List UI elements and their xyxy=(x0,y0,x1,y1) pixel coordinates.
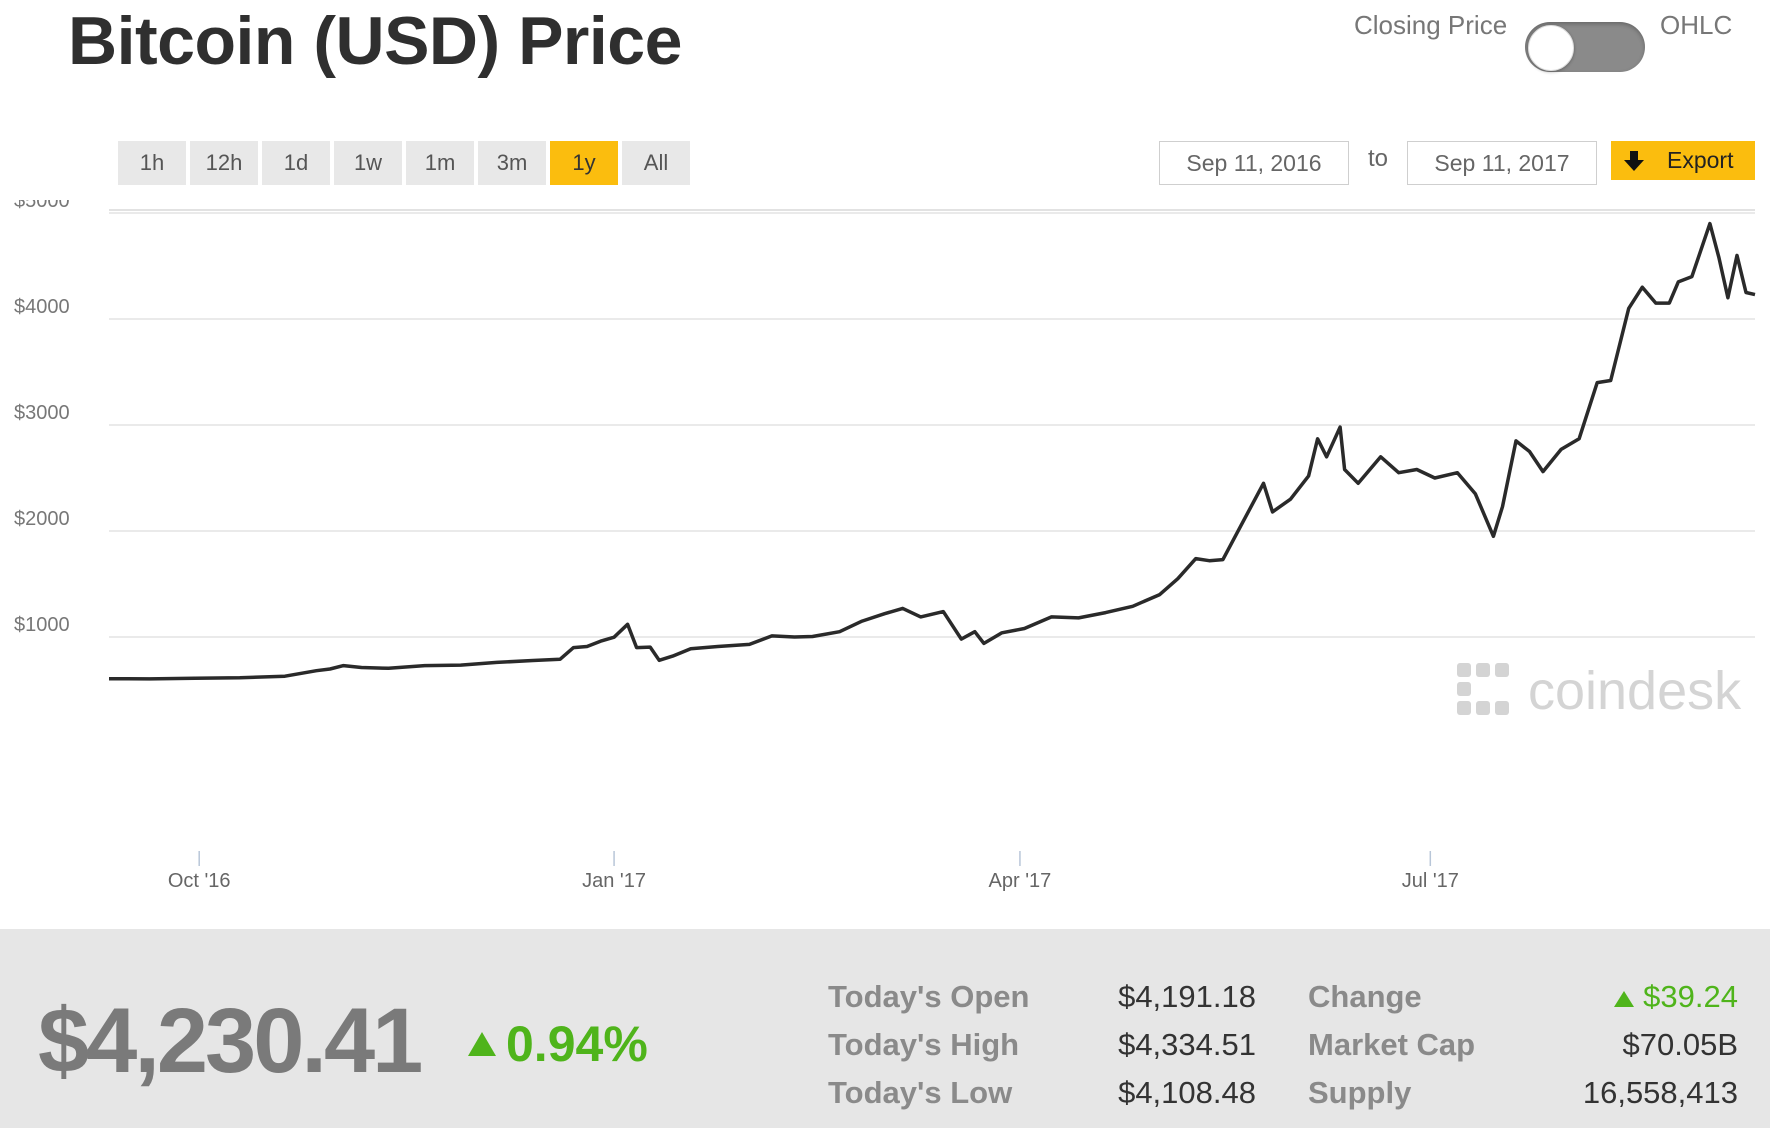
market-cap-value: $70.05B xyxy=(1622,1027,1739,1062)
ohlc-label: OHLC xyxy=(1660,10,1733,40)
range-button-3m[interactable]: 3m xyxy=(478,141,546,185)
up-triangle-icon xyxy=(468,1032,496,1056)
todays-low-label: Today's Low xyxy=(828,1075,1013,1110)
range-button-1y[interactable]: 1y xyxy=(550,141,618,185)
closing-price-label: Closing Price xyxy=(1354,10,1508,40)
change-percent-value: 0.94% xyxy=(506,1016,648,1072)
export-button[interactable]: Export xyxy=(1611,141,1755,180)
page-title: Bitcoin (USD) Price xyxy=(68,3,682,79)
x-tick-label: Oct '16 xyxy=(168,870,231,892)
coindesk-watermark: coindesk xyxy=(1457,661,1742,721)
todays-high-label: Today's High xyxy=(828,1027,1020,1062)
price-chart: $1000 $2000 $3000 $4000 $5000 Oct '16 Jan '17… xyxy=(14,200,1756,892)
supply-label: Supply xyxy=(1308,1075,1412,1110)
change-amount: $39.24 xyxy=(1643,979,1738,1014)
market-cap-label: Market Cap xyxy=(1308,1027,1476,1062)
y-tick-label: $3000 xyxy=(14,402,70,424)
download-arrow-icon xyxy=(1617,141,1651,180)
chart-mode-toggle[interactable] xyxy=(1525,22,1645,72)
export-label: Export xyxy=(1667,147,1734,173)
change-label: Change xyxy=(1308,979,1422,1014)
todays-open-label: Today's Open xyxy=(828,979,1030,1014)
todays-high-value: $4,334.51 xyxy=(1118,1027,1256,1062)
y-tick-label: $2000 xyxy=(14,508,70,530)
y-tick-label: $5000 xyxy=(14,200,70,212)
x-tick-label: Jan '17 xyxy=(582,870,646,892)
date-from-input[interactable]: Sep 11, 2016 xyxy=(1159,141,1349,185)
range-button-1d[interactable]: 1d xyxy=(262,141,330,185)
y-tick-label: $1000 xyxy=(14,614,70,636)
todays-low-value: $4,108.48 xyxy=(1118,1075,1256,1110)
range-selector: 1h 12h 1d 1w 1m 3m 1y All xyxy=(118,141,690,185)
watermark-text: coindesk xyxy=(1528,661,1742,721)
date-to-label: to xyxy=(1368,145,1389,172)
up-triangle-icon xyxy=(1613,990,1634,1007)
range-button-12h[interactable]: 12h xyxy=(190,141,258,185)
range-button-1m[interactable]: 1m xyxy=(406,141,474,185)
range-button-1h[interactable]: 1h xyxy=(118,141,186,185)
toggle-knob[interactable] xyxy=(1528,25,1574,71)
supply-value: 16,558,413 xyxy=(1582,1075,1738,1110)
current-price: $4,230.41 xyxy=(38,990,423,1092)
stats-panel: $4,230.41 0.94% Today's Open $4,191.18 T… xyxy=(0,929,1770,1128)
price-series-line xyxy=(108,221,1756,681)
range-button-all[interactable]: All xyxy=(622,141,690,185)
x-tick-label: Jul '17 xyxy=(1402,870,1459,892)
price-change-percent: 0.94% xyxy=(466,1015,648,1073)
x-tick-label: Apr '17 xyxy=(989,870,1052,892)
range-button-1w[interactable]: 1w xyxy=(334,141,402,185)
date-to-input[interactable]: Sep 11, 2017 xyxy=(1407,141,1597,185)
y-tick-label: $4000 xyxy=(14,296,70,318)
todays-open-value: $4,191.18 xyxy=(1118,979,1256,1014)
change-value: $39.24 xyxy=(1540,979,1738,1015)
